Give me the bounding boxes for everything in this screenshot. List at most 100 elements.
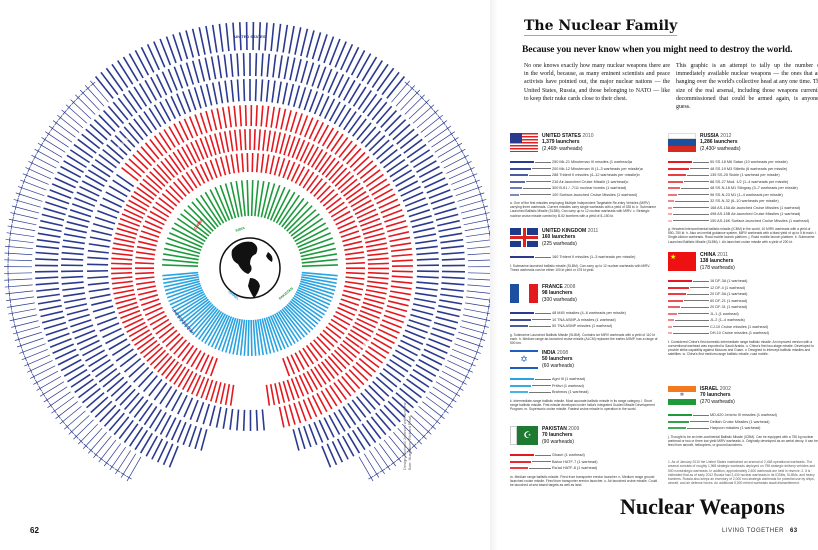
usa-launcher-mark: [134, 49, 150, 76]
china-launcher-mark: [269, 155, 275, 175]
russia-launcher-mark: [291, 137, 301, 159]
usa-launcher-mark: [85, 349, 106, 362]
russia-launcher-mark: [356, 208, 377, 219]
uk-launcher-mark: [108, 338, 128, 351]
russia-launcher-mark: [367, 280, 389, 285]
russia-launcher-mark: [354, 204, 375, 216]
usa-launcher-mark: [297, 427, 306, 450]
russia-launcher-mark: [112, 247, 134, 252]
usa-launcher-mark: [411, 221, 434, 228]
russia-launcher-mark: [115, 297, 137, 305]
usa-launcher-mark: [288, 25, 295, 54]
usa-launcher-mark: [151, 438, 164, 460]
india-launcher-mark: [187, 205, 214, 232]
russia-launcher-mark: [350, 195, 370, 208]
usa-launcher-mark: [429, 391, 453, 408]
usa-launcher-mark: [440, 148, 466, 163]
usa-launcher-mark: [98, 114, 116, 132]
usa-launcher-mark: [401, 423, 423, 445]
usa-launcher-mark: [7, 302, 35, 308]
usa-launcher-mark: [91, 164, 111, 178]
usa-launcher-mark: [4, 272, 33, 274]
usa-launcher-mark: [21, 349, 48, 361]
usa-launcher-mark: [331, 441, 344, 463]
china-launcher-mark: [144, 306, 163, 317]
china-launcher-mark: [199, 163, 210, 182]
usa-aircraft-wing-mark: [368, 475, 374, 480]
country-name: ISRAEL: [700, 386, 719, 392]
usa-launcher-mark: [409, 149, 431, 164]
india-launcher-mark: [254, 180, 260, 217]
china-launcher-mark: [146, 215, 165, 226]
russia-launcher-mark: [260, 105, 264, 127]
russia-launcher-mark: [289, 111, 298, 133]
usa-aircraft-wing-mark: [19, 342, 23, 349]
usa-launcher-mark: [8, 218, 37, 226]
usa-launcher-mark: [77, 423, 99, 445]
russia-launcher-mark: [361, 222, 382, 231]
weapon-line: 216 Air-launched Cruise Missile (1 warhe…: [510, 179, 660, 186]
usa-aircraft-wing-mark: [9, 297, 11, 304]
china-launcher-mark: [138, 289, 157, 296]
country-year: 2008: [564, 284, 576, 290]
weapon-label: Ra'ad HATF-8 (1 warhead): [552, 466, 598, 471]
country-year: 2010: [582, 133, 594, 139]
usa-launcher-mark: [9, 314, 38, 322]
usa-launcher-mark: [193, 87, 202, 109]
usa-launcher-mark: [36, 293, 60, 299]
usa-launcher-mark: [224, 80, 229, 103]
usa-launcher-mark: [45, 327, 68, 336]
usa-aircraft-wing-mark: [48, 402, 53, 409]
russia-launcher-mark: [275, 107, 281, 129]
usa-launcher-mark: [70, 319, 92, 328]
usa-launcher-mark: [79, 89, 100, 111]
usa-aircraft-wing-mark: [52, 408, 57, 414]
usa-launcher-mark: [459, 326, 488, 335]
usa-aircraft-wing-mark: [71, 99, 76, 105]
israel-launcher-mark: [201, 311, 223, 343]
russia-launcher-mark: [358, 313, 379, 324]
usa-aircraft-wing-mark: [488, 230, 491, 237]
weapon-line: 20 DF-5A (1 warhead): [668, 291, 818, 298]
russia-launcher-mark: [361, 354, 380, 369]
usa-launcher-mark: [375, 376, 394, 393]
china-launcher-mark: [235, 153, 240, 173]
china-launcher-mark: [140, 298, 160, 307]
usa-launcher-mark: [182, 423, 192, 446]
china-launcher-mark: [152, 318, 170, 331]
weapon-label: Ghauri (1 warhead): [552, 453, 585, 458]
usa-launcher-mark: [414, 292, 437, 298]
india-launcher-mark: [294, 222, 327, 243]
russia-launcher-mark: [132, 154, 149, 170]
usa-launcher-mark: [444, 365, 470, 379]
launcher-count: 160 launchers: [542, 234, 576, 241]
usa-launcher-mark: [424, 177, 446, 189]
uk-launcher-mark: [99, 322, 120, 332]
usa-launcher-mark: [57, 171, 79, 184]
israel-launcher-mark: [289, 300, 319, 325]
russia-launcher-mark: [188, 116, 199, 137]
usa-launcher-mark: [358, 456, 374, 482]
israel-launcher-mark: [166, 284, 202, 299]
usa-launcher-mark: [376, 67, 395, 92]
uk-launcher-mark: [143, 375, 158, 393]
usa-launcher-mark: [108, 412, 125, 432]
russia-launcher-mark: [283, 405, 291, 427]
usa-launcher-mark: [48, 125, 73, 143]
china-launcher-mark: [325, 197, 342, 211]
usa-launcher-mark: [61, 251, 84, 256]
usa-launcher-mark: [409, 373, 430, 388]
russia-launcher-mark: [366, 284, 388, 290]
russia-launcher-mark: [337, 174, 355, 191]
india-launcher-mark: [299, 242, 335, 255]
usa-launcher-mark: [389, 358, 409, 373]
usa-launcher-mark: [87, 432, 107, 454]
launcher-count: 70 launchers: [700, 392, 731, 399]
usa-aircraft-wing-mark: [21, 349, 25, 355]
israel-launcher-mark: [254, 319, 261, 356]
usa-launcher-mark: [391, 396, 410, 414]
russia-launcher-mark: [118, 222, 139, 231]
russia-launcher-mark: [114, 237, 135, 244]
uk-launcher-mark: [108, 185, 128, 198]
weapon-label: 96 SS-N-23 M1 (1–4 warheads per missile): [710, 192, 783, 197]
